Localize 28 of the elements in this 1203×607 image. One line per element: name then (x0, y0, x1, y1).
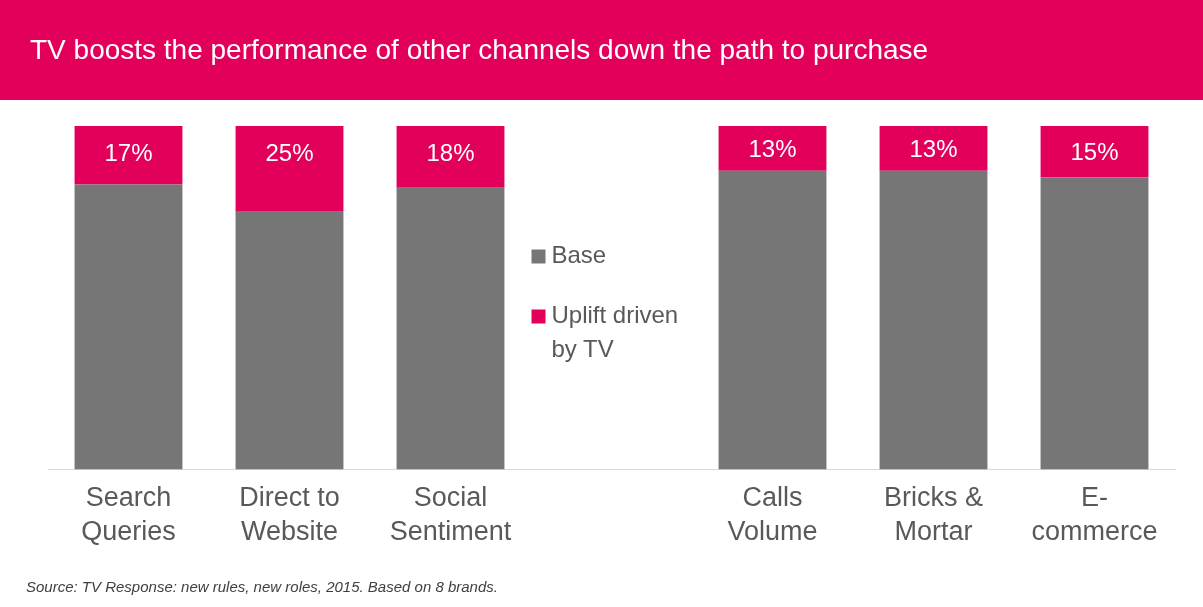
bar (396, 126, 505, 188)
bar (74, 184, 183, 470)
data-label: 25% (265, 138, 314, 166)
bar (235, 126, 344, 212)
data-label: 18% (426, 138, 475, 166)
bar (1040, 177, 1149, 470)
source-note: Source: TV Response: new rules, new roles, 2015. Based on 8 brands. (26, 578, 498, 595)
data-label: 13% (748, 134, 797, 162)
bar (718, 170, 827, 470)
data-label: 15% (1070, 138, 1119, 166)
data-label: 13% (909, 134, 958, 162)
x-tick-label: Calls Volume (727, 482, 818, 547)
x-tick-label: Bricks & Mortar (883, 482, 984, 547)
data-label: 17% (104, 138, 153, 166)
chart-title: TV boosts the performance of other channels down the path to purchase (0, 0, 1203, 100)
bar (879, 170, 988, 470)
bar (879, 126, 988, 171)
legend-label: Base (551, 241, 607, 269)
x-tick-label: Search Queries (81, 482, 176, 547)
x-tick-label: Social Sentiment (389, 482, 512, 547)
bar (1040, 126, 1149, 178)
bar (74, 126, 183, 185)
bar (235, 211, 344, 470)
x-tick-label: Direct to Website (239, 482, 340, 547)
bar (396, 187, 505, 470)
bar (718, 126, 827, 171)
x-tick-label: E-commerce (1031, 482, 1158, 547)
legend-label: Uplift driven by TV (551, 301, 679, 363)
